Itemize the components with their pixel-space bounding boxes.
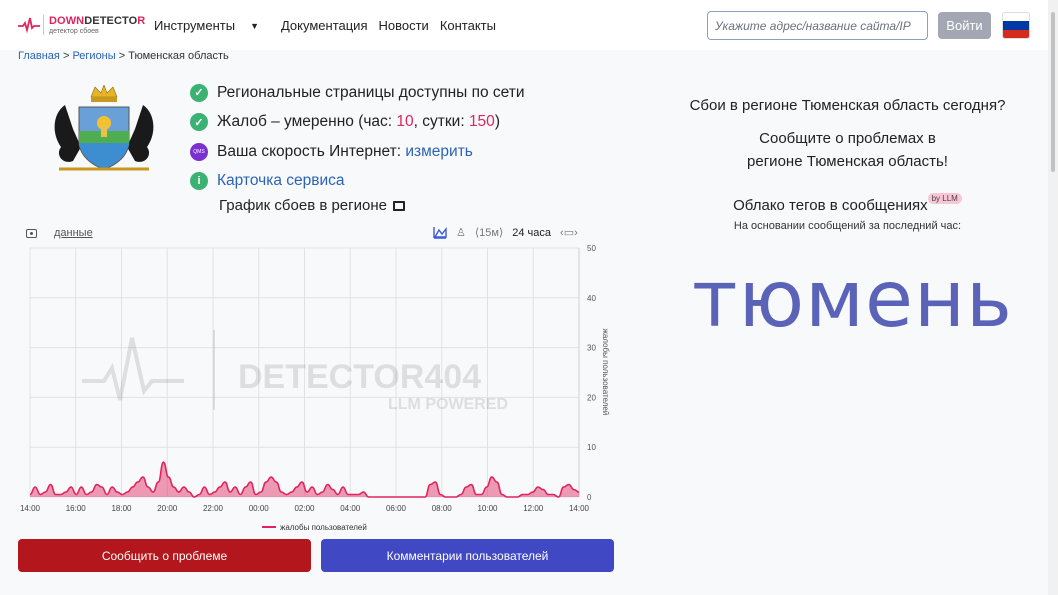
complaints-line [29, 461, 580, 498]
y-tick-label: 40 [587, 294, 596, 303]
x-tick-label: 10:00 [477, 504, 498, 513]
status-complaints: ✓ Жалоб – умеренно (час: 10, сутки: 150) [190, 108, 525, 138]
chart-title: График сбоев в регионе [219, 197, 405, 214]
x-tick-label: 12:00 [523, 504, 544, 513]
complaints-area [30, 462, 579, 497]
report-prompt: Сообщите о проблемах в регионе Тюменская… [747, 130, 948, 170]
breadcrumb: Главная > Регионы > Тюменская область [18, 50, 229, 62]
search-input[interactable] [707, 11, 928, 40]
service-card-link[interactable]: Карточка сервиса [217, 172, 345, 190]
area-chart-icon[interactable] [433, 226, 447, 239]
region-question: Сбои в регионе Тюменская область сегодня… [689, 97, 1006, 114]
y-tick-label: 30 [587, 344, 596, 353]
chart-watermark: DETECTOR404 LLM POWERED [82, 330, 508, 413]
y-tick-label: 20 [587, 393, 596, 402]
nav-contacts[interactable]: Контакты [439, 18, 496, 33]
x-tick-label: 16:00 [66, 504, 87, 513]
top-header: DOWNDETECTOR детектор сбоев Инструменты ▼… [0, 0, 1048, 50]
tag-cloud-subtitle: На основании сообщений за последний час: [733, 220, 962, 232]
breadcrumb-home[interactable]: Главная [18, 50, 60, 62]
page-scrollbar[interactable] [1048, 0, 1058, 595]
watermark-sub: LLM POWERED [388, 396, 508, 413]
status-speed: QMS Ваша скорость Интернет: измерить [190, 137, 525, 167]
camera-icon[interactable] [26, 229, 37, 238]
y-axis-label: жалобы пользователей [601, 329, 610, 416]
nav-tools[interactable]: Инструменты ▼ [154, 18, 259, 33]
login-button[interactable]: Войти [938, 12, 991, 39]
scrollbar-thumb[interactable] [1051, 12, 1055, 172]
user-icon[interactable]: ♙ [456, 227, 466, 239]
logo-divider [43, 15, 44, 35]
status-availability: ✓ Региональные страницы доступны по сети [190, 78, 525, 108]
y-tick-label: 50 [587, 244, 596, 253]
x-tick-label: 14:00 [569, 504, 590, 513]
qms-icon: QMS [190, 142, 208, 161]
status-service-card: i Карточка сервиса [190, 167, 525, 197]
tag-cloud-title: Облако тегов в сообщениях by LLM [660, 193, 1035, 214]
caret-down-icon: ▼ [250, 21, 259, 31]
check-circle-icon: ✓ [190, 113, 208, 132]
info-circle-icon: i [190, 172, 208, 191]
site-logo[interactable]: DOWNDETECTOR детектор сбоев [18, 15, 145, 35]
x-tick-label: 20:00 [157, 504, 178, 513]
report-problem-button[interactable]: Сообщить о проблеме [18, 539, 311, 572]
measure-speed-link[interactable]: измерить [405, 142, 473, 160]
tag-cloud-word[interactable]: тюмень [692, 255, 1013, 345]
x-tick-label: 14:00 [20, 504, 41, 513]
x-tick-label: 02:00 [294, 504, 315, 513]
x-tick-label: 18:00 [111, 504, 132, 513]
y-axis-ticks: 0 10 20 30 40 50 [587, 244, 596, 502]
x-axis-ticks: 14:00 16:00 18:00 20:00 22:00 00:00 02:00 04:00… [20, 504, 590, 513]
russia-flag-icon[interactable] [1002, 12, 1030, 39]
check-circle-icon: ✓ [190, 83, 208, 102]
x-tick-label: 06:00 [386, 504, 407, 513]
breadcrumb-current: Тюменская область [128, 50, 229, 62]
x-tick-label: 08:00 [432, 504, 453, 513]
watermark-main: DETECTOR404 [238, 358, 481, 396]
day-count: 150 [468, 113, 495, 131]
x-tick-label: 00:00 [249, 504, 270, 513]
breadcrumb-regions[interactable]: Регионы [72, 50, 116, 62]
y-tick-label: 10 [587, 443, 596, 452]
chart-grid [29, 247, 580, 498]
interval-toggle[interactable]: ⟨15м⟩ [474, 227, 504, 239]
calendar-icon[interactable]: ‹▭› [560, 227, 578, 239]
user-comments-button[interactable]: Комментарии пользователей [321, 539, 614, 572]
x-tick-label: 04:00 [340, 504, 361, 513]
logo-title: DOWNDETECTOR [49, 14, 146, 27]
nav-docs[interactable]: Документация [280, 18, 368, 33]
range-label[interactable]: 24 часа [512, 226, 552, 239]
llm-badge: by LLM [927, 193, 962, 204]
status-list: ✓ Региональные страницы доступны по сети… [190, 78, 525, 196]
logo-subtitle: детектор сбоев [49, 27, 99, 35]
nav-news[interactable]: Новости [378, 18, 429, 33]
chart-data-link[interactable]: данные [54, 227, 93, 239]
pulse-logo-icon [18, 17, 40, 34]
chart-toolbar: данные ♙ ⟨15м⟩ 24 часа ‹▭› [18, 226, 598, 242]
main-nav: Инструменты ▼ Документация Новости Контак… [154, 18, 507, 33]
legend-label: жалобы пользователей [280, 523, 367, 532]
y-tick-label: 0 [587, 493, 592, 502]
x-tick-label: 22:00 [203, 504, 224, 513]
hour-count: 10 [396, 113, 414, 131]
monitor-icon[interactable] [392, 200, 405, 211]
coat-of-arms-icon [54, 85, 154, 171]
complaints-chart: DETECTOR404 LLM POWERED 0 10 20 30 40 50 14:0… [20, 244, 610, 532]
